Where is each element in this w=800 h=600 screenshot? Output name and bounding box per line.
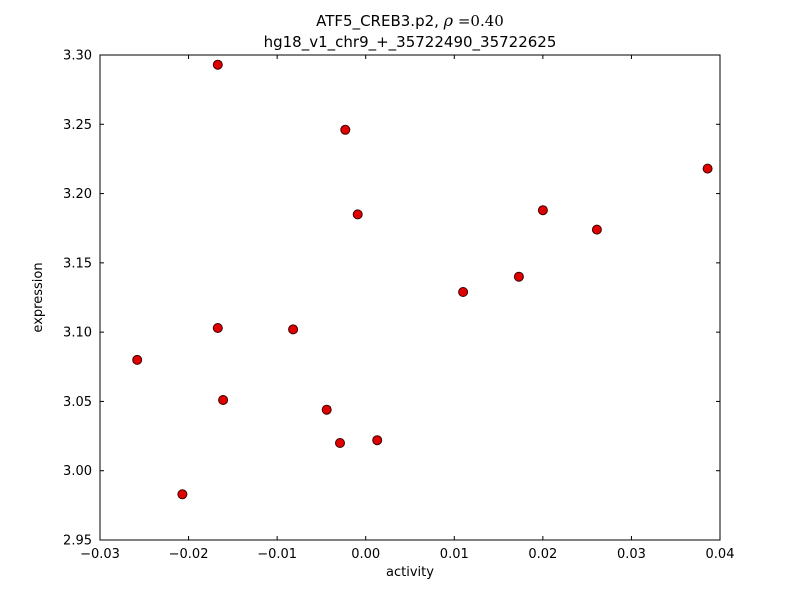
data-point — [177, 489, 188, 500]
x-axis-label: activity — [386, 565, 434, 580]
x-tick-label: −0.02 — [169, 547, 209, 562]
y-tick-label: 3.25 — [63, 118, 92, 133]
axis-ticks — [99, 54, 721, 541]
data-point — [352, 209, 363, 220]
data-point — [212, 323, 223, 333]
y-tick-label: 2.95 — [63, 534, 92, 549]
y-tick-label: 3.15 — [63, 256, 92, 271]
axis-tick-labels: −0.03 −0.02 −0.01 0.00 0.01 0.02 0.03 0.04 2.95 3… — [63, 49, 734, 563]
data-point — [340, 124, 351, 135]
data-point — [591, 224, 602, 235]
x-tick-label: 0.03 — [617, 547, 646, 562]
y-axis-label: expression — [31, 262, 46, 332]
x-tick-label: 0.02 — [528, 547, 557, 562]
y-tick-label: 3.20 — [63, 187, 92, 202]
x-tick-label: −0.03 — [80, 547, 120, 562]
plot-title-line1: ATF5_CREB3.p2, ρ =0.40 — [316, 11, 504, 31]
data-point — [702, 163, 713, 174]
data-point — [335, 438, 345, 448]
data-point — [458, 287, 469, 297]
y-tick-label: 3.30 — [63, 49, 92, 64]
rho-symbol: ρ — [443, 11, 454, 30]
data-point — [537, 205, 548, 216]
data-points — [132, 59, 713, 500]
data-point — [372, 435, 383, 446]
x-tick-label: 0.01 — [440, 547, 469, 562]
y-tick-label: 3.00 — [63, 464, 92, 479]
data-point — [132, 354, 143, 365]
x-tick-label: −0.01 — [257, 547, 297, 562]
data-point — [212, 59, 223, 70]
data-point — [218, 395, 229, 405]
y-tick-label: 3.05 — [63, 395, 92, 410]
data-point — [288, 324, 299, 335]
data-point — [513, 271, 524, 282]
x-tick-label: 0.00 — [351, 547, 380, 562]
plot-title-line2: hg18_v1_chr9_+_35722490_35722625 — [264, 33, 557, 52]
y-tick-label: 3.10 — [63, 326, 92, 341]
rho-value: =0.40 — [453, 12, 504, 30]
data-point — [321, 404, 332, 415]
title-gene-label: ATF5_CREB3.p2, — [316, 12, 444, 31]
axes-frame — [99, 54, 721, 541]
x-tick-label: 0.04 — [706, 547, 735, 562]
